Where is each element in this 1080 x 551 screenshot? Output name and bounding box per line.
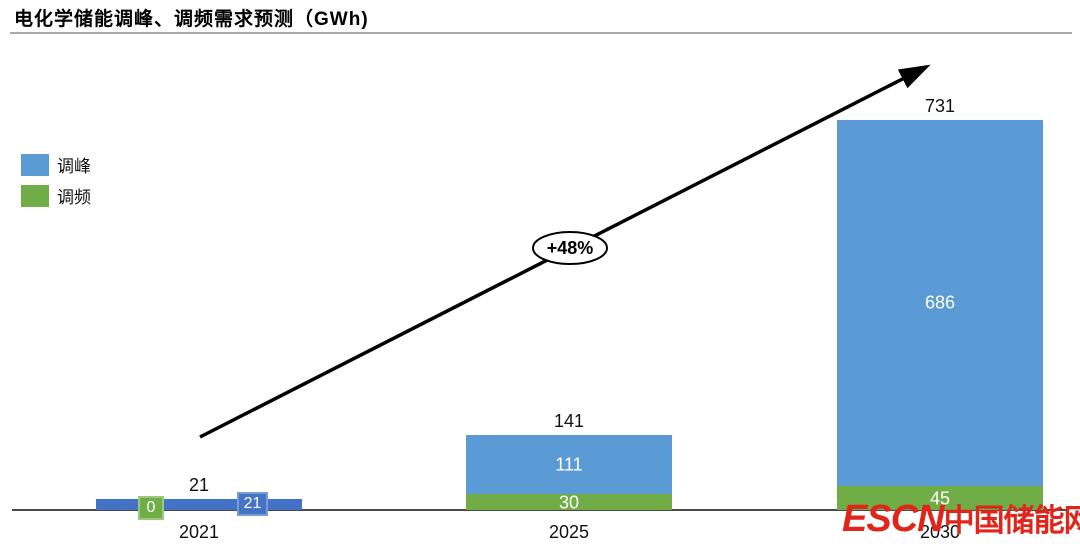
freq-value-label-2030: 45 bbox=[929, 488, 951, 509]
x-axis-label-2030: 2030 bbox=[919, 522, 961, 542]
title-divider bbox=[10, 32, 1072, 34]
total-value-label-2021: 21 bbox=[188, 475, 210, 495]
x-axis-line bbox=[12, 509, 1067, 511]
growth-arrow-icon bbox=[199, 64, 931, 439]
bar-segment-peak-2025 bbox=[466, 435, 672, 494]
legend-swatch-freq-icon bbox=[21, 184, 49, 207]
chart-title: 电化学储能调峰、调频需求预测（GWh) bbox=[14, 9, 369, 30]
annotation-growth-rate: +48% bbox=[547, 238, 594, 258]
total-value-label-2030: 731 bbox=[924, 96, 956, 116]
watermark-latin: ESCN bbox=[842, 498, 945, 540]
legend-swatch-peak-icon bbox=[21, 153, 49, 176]
legend-label-freq: 调频 bbox=[57, 188, 91, 207]
peak-value-label-2025: 111 bbox=[555, 454, 583, 474]
bar-segment-freq-2025 bbox=[466, 494, 672, 510]
freq-value-label-2025: 30 bbox=[558, 492, 580, 513]
x-axis-label-2025: 2025 bbox=[548, 522, 590, 542]
bar-segment-freq-2030 bbox=[837, 486, 1043, 510]
total-value-label-2025: 141 bbox=[553, 411, 585, 431]
bar-segment-peak-2021 bbox=[96, 499, 302, 510]
peak-value-label-2030: 686 bbox=[924, 292, 956, 313]
watermark-chinese: 中国储能网 bbox=[943, 503, 1080, 538]
annotation-ellipse bbox=[532, 231, 608, 265]
watermark: ESCN中国储能网 bbox=[842, 500, 1080, 538]
legend-label-peak: 调峰 bbox=[57, 157, 91, 176]
legend-item-freq: 调频 bbox=[21, 183, 91, 208]
legend: 调峰 调频 bbox=[21, 152, 91, 214]
freq-value-label-2021: 0 bbox=[138, 496, 164, 520]
x-axis-label-2021: 2021 bbox=[178, 522, 220, 542]
legend-item-peak: 调峰 bbox=[21, 152, 91, 177]
peak-value-label-2021: 21 bbox=[237, 492, 268, 516]
